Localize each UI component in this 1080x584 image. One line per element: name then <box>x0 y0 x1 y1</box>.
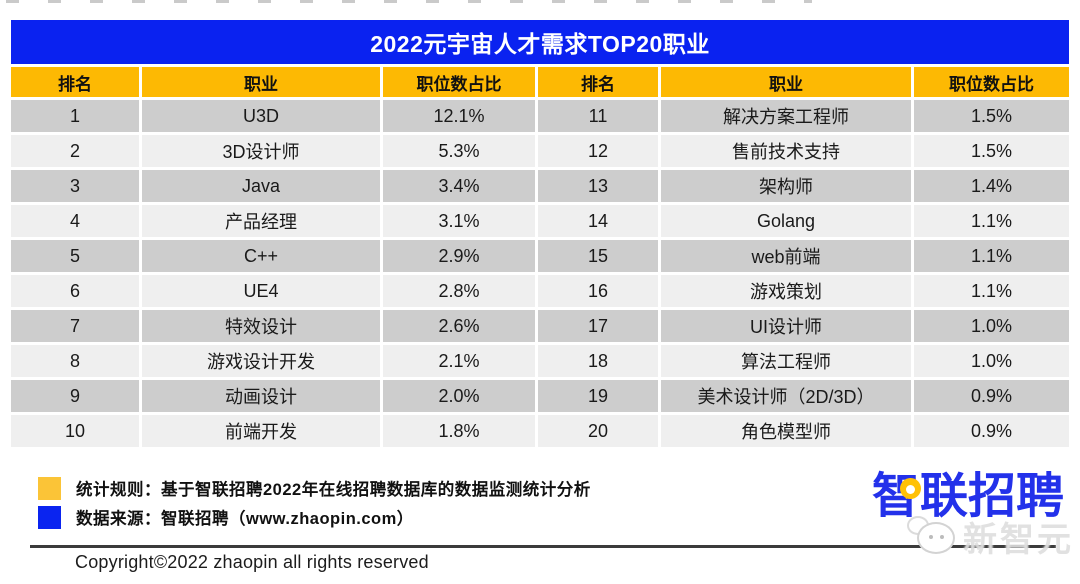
col-header-job-right: 职业 <box>661 67 911 97</box>
share-cell: 3.1% <box>383 205 535 237</box>
table-row: 7 特效设计 2.6% 17 UI设计师 1.0% <box>11 310 1070 342</box>
col-header-share-right: 职位数占比 <box>914 67 1070 97</box>
share-cell: 2.6% <box>383 310 535 342</box>
rank-cell: 16 <box>538 275 658 307</box>
job-cell: Java <box>142 170 380 202</box>
job-cell: UE4 <box>142 275 380 307</box>
rank-cell: 20 <box>538 415 658 447</box>
column-header-row: 排名 职业 职位数占比 排名 职业 职位数占比 <box>11 67 1070 97</box>
footer-divider <box>30 545 1056 548</box>
share-cell: 1.8% <box>383 415 535 447</box>
job-cell: 前端开发 <box>142 415 380 447</box>
cropped-text-remnant <box>6 0 812 3</box>
page-title: 2022元宇宙人才需求TOP20职业 <box>11 20 1070 64</box>
job-cell: 特效设计 <box>142 310 380 342</box>
job-cell: 美术设计师（2D/3D） <box>661 380 911 412</box>
title-row: 2022元宇宙人才需求TOP20职业 <box>11 20 1070 64</box>
col-header-share-left: 职位数占比 <box>383 67 535 97</box>
job-cell: U3D <box>142 100 380 132</box>
job-cell: 售前技术支持 <box>661 135 911 167</box>
rank-cell: 8 <box>11 345 139 377</box>
share-cell: 1.0% <box>914 345 1070 377</box>
job-cell: 架构师 <box>661 170 911 202</box>
col-header-rank-right: 排名 <box>538 67 658 97</box>
job-cell: Golang <box>661 205 911 237</box>
rank-cell: 9 <box>11 380 139 412</box>
table-row: 8 游戏设计开发 2.1% 18 算法工程师 1.0% <box>11 345 1070 377</box>
table-row: 4 产品经理 3.1% 14 Golang 1.1% <box>11 205 1070 237</box>
table-row: 5 C++ 2.9% 15 web前端 1.1% <box>11 240 1070 272</box>
job-cell: 解决方案工程师 <box>661 100 911 132</box>
job-cell: 3D设计师 <box>142 135 380 167</box>
job-cell: 动画设计 <box>142 380 380 412</box>
rank-cell: 11 <box>538 100 658 132</box>
table-row: 3 Java 3.4% 13 架构师 1.4% <box>11 170 1070 202</box>
share-cell: 1.1% <box>914 275 1070 307</box>
legend-label: 数据来源：智联招聘（www.zhaopin.com） <box>76 510 414 528</box>
table-row: 6 UE4 2.8% 16 游戏策划 1.1% <box>11 275 1070 307</box>
job-cell: 游戏设计开发 <box>142 345 380 377</box>
share-cell: 0.9% <box>914 415 1070 447</box>
col-header-rank-left: 排名 <box>11 67 139 97</box>
share-cell: 2.8% <box>383 275 535 307</box>
share-cell: 1.1% <box>914 240 1070 272</box>
rank-cell: 6 <box>11 275 139 307</box>
blue-swatch-icon <box>38 505 61 529</box>
share-cell: 2.1% <box>383 345 535 377</box>
share-cell: 2.9% <box>383 240 535 272</box>
rank-cell: 2 <box>11 135 139 167</box>
rank-cell: 14 <box>538 205 658 237</box>
speech-bubble-icon <box>900 478 921 499</box>
rank-cell: 3 <box>11 170 139 202</box>
share-cell: 3.4% <box>383 170 535 202</box>
table-row: 2 3D设计师 5.3% 12 售前技术支持 1.5% <box>11 135 1070 167</box>
rank-cell: 15 <box>538 240 658 272</box>
share-cell: 1.0% <box>914 310 1070 342</box>
rank-cell: 17 <box>538 310 658 342</box>
table-row: 1 U3D 12.1% 11 解决方案工程师 1.5% <box>11 100 1070 132</box>
share-cell: 0.9% <box>914 380 1070 412</box>
share-cell: 1.5% <box>914 100 1070 132</box>
table-row: 10 前端开发 1.8% 20 角色模型师 0.9% <box>11 415 1070 447</box>
watermark-text: 新智元 <box>963 521 1074 559</box>
rank-cell: 7 <box>11 310 139 342</box>
top20-table: 2022元宇宙人才需求TOP20职业 排名 职业 职位数占比 排名 职业 职位数… <box>8 17 1072 450</box>
job-cell: C++ <box>142 240 380 272</box>
job-cell: UI设计师 <box>661 310 911 342</box>
share-cell: 5.3% <box>383 135 535 167</box>
job-cell: 游戏策划 <box>661 275 911 307</box>
zhaopin-logo: 智联招聘 <box>872 468 1072 528</box>
rank-cell: 12 <box>538 135 658 167</box>
job-cell: 算法工程师 <box>661 345 911 377</box>
job-cell: web前端 <box>661 240 911 272</box>
share-cell: 1.1% <box>914 205 1070 237</box>
col-header-job-left: 职业 <box>142 67 380 97</box>
rank-cell: 4 <box>11 205 139 237</box>
legend-item-rules: 统计规则：基于智联招聘2022年在线招聘数据库的数据监测统计分析 <box>38 476 591 500</box>
table-row: 9 动画设计 2.0% 19 美术设计师（2D/3D） 0.9% <box>11 380 1070 412</box>
rank-cell: 10 <box>11 415 139 447</box>
share-cell: 12.1% <box>383 100 535 132</box>
rank-cell: 18 <box>538 345 658 377</box>
rank-cell: 13 <box>538 170 658 202</box>
wechat-icon <box>905 515 957 558</box>
xinzhiyuan-watermark: 新智元 <box>905 512 1074 561</box>
rank-cell: 19 <box>538 380 658 412</box>
legend: 统计规则：基于智联招聘2022年在线招聘数据库的数据监测统计分析 数据来源：智联… <box>38 476 591 534</box>
share-cell: 1.5% <box>914 135 1070 167</box>
legend-label: 统计规则：基于智联招聘2022年在线招聘数据库的数据监测统计分析 <box>76 481 591 499</box>
rank-cell: 1 <box>11 100 139 132</box>
legend-item-source: 数据来源：智联招聘（www.zhaopin.com） <box>38 505 591 529</box>
rank-cell: 5 <box>11 240 139 272</box>
copyright-text: Copyright©2022 zhaopin all rights reserv… <box>75 552 429 572</box>
share-cell: 2.0% <box>383 380 535 412</box>
job-cell: 产品经理 <box>142 205 380 237</box>
job-cell: 角色模型师 <box>661 415 911 447</box>
yellow-swatch-icon <box>38 476 61 500</box>
share-cell: 1.4% <box>914 170 1070 202</box>
